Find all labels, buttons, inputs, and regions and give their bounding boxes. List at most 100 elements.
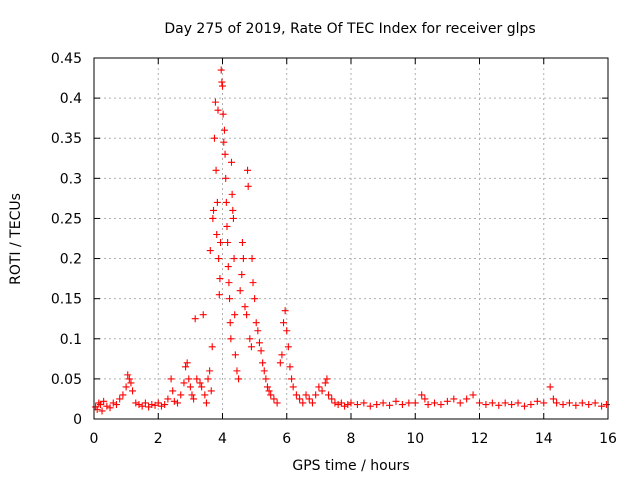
data-point (246, 335, 254, 343)
data-point (254, 327, 262, 335)
data-point (124, 371, 132, 379)
data-point (235, 375, 243, 383)
data-point (204, 375, 212, 383)
x-tick-label: 12 (471, 431, 489, 447)
data-point (238, 239, 246, 247)
y-tick-label: 0.15 (51, 292, 82, 308)
data-point (213, 198, 221, 206)
data-point (273, 399, 281, 407)
data-point (215, 291, 223, 299)
data-point (209, 214, 217, 222)
y-tick-label: 0.1 (60, 332, 82, 348)
data-point (323, 375, 331, 383)
data-point (125, 375, 133, 383)
data-point (248, 255, 256, 263)
data-point (305, 395, 313, 403)
data-point (288, 375, 296, 383)
data-point (591, 399, 599, 407)
data-point (180, 379, 188, 387)
data-point (549, 395, 557, 403)
data-point (138, 402, 146, 410)
data-point (347, 399, 355, 407)
data-point (230, 255, 238, 263)
data-point (456, 399, 464, 407)
data-point (280, 319, 288, 327)
data-point (353, 401, 361, 409)
data-point (206, 367, 214, 375)
data-point (198, 383, 206, 391)
data-point (170, 397, 178, 405)
data-point (514, 399, 522, 407)
data-point (226, 295, 234, 303)
data-point (546, 383, 554, 391)
data-point (260, 367, 268, 375)
data-point (598, 402, 606, 410)
data-point (129, 387, 137, 395)
data-point (207, 387, 215, 395)
data-point (334, 401, 342, 409)
data-point (127, 379, 135, 387)
data-point (223, 222, 231, 230)
x-tick-label: 16 (599, 431, 617, 447)
data-points (92, 66, 610, 415)
data-point (135, 401, 143, 409)
data-point (218, 78, 226, 86)
data-point (188, 391, 196, 399)
data-point (185, 375, 193, 383)
data-point (249, 279, 257, 287)
data-point (405, 399, 413, 407)
data-point (217, 66, 225, 74)
data-point (276, 359, 284, 367)
y-tick-label: 0.25 (51, 211, 82, 227)
data-point (191, 315, 199, 323)
data-point (243, 311, 251, 319)
data-point (366, 402, 374, 410)
data-point (229, 214, 237, 222)
data-point (222, 174, 230, 182)
plot-frame (93, 57, 609, 420)
data-point (231, 311, 239, 319)
data-point (213, 230, 221, 238)
data-point (476, 399, 483, 407)
data-point (308, 399, 316, 407)
data-point (214, 106, 222, 114)
data-point (559, 401, 567, 409)
data-point (211, 98, 219, 106)
y-tick-label: 0.35 (51, 131, 82, 147)
x-tick-label: 14 (535, 431, 553, 447)
data-point (224, 239, 232, 247)
data-point (221, 150, 229, 158)
data-point (167, 375, 175, 383)
y-tick-label: 0.45 (51, 51, 82, 67)
data-point (443, 397, 451, 405)
data-point (463, 395, 471, 403)
data-point (283, 327, 291, 335)
data-point (201, 391, 209, 399)
data-point (398, 401, 406, 409)
data-point (231, 351, 239, 359)
data-point (540, 399, 548, 407)
data-point (154, 399, 162, 407)
data-point (157, 402, 165, 410)
data-point (252, 319, 260, 327)
data-point (219, 82, 226, 90)
data-point (411, 399, 419, 407)
y-axis-label: ROTI / TECUs (8, 193, 24, 285)
data-point (257, 347, 265, 355)
data-point (233, 367, 241, 375)
data-point (95, 399, 103, 407)
y-tick-label: 0.2 (60, 252, 82, 268)
data-point (263, 383, 271, 391)
x-tick-label: 0 (90, 431, 99, 447)
x-tick-label: 6 (282, 431, 291, 447)
data-point (182, 363, 190, 371)
y-tick-label: 0.4 (60, 91, 82, 107)
data-point (119, 391, 127, 399)
data-point (229, 206, 237, 214)
data-point (96, 401, 104, 409)
data-point (267, 391, 275, 399)
data-point (418, 391, 426, 399)
data-point (238, 271, 246, 279)
data-point (262, 375, 270, 383)
data-point (325, 391, 333, 399)
